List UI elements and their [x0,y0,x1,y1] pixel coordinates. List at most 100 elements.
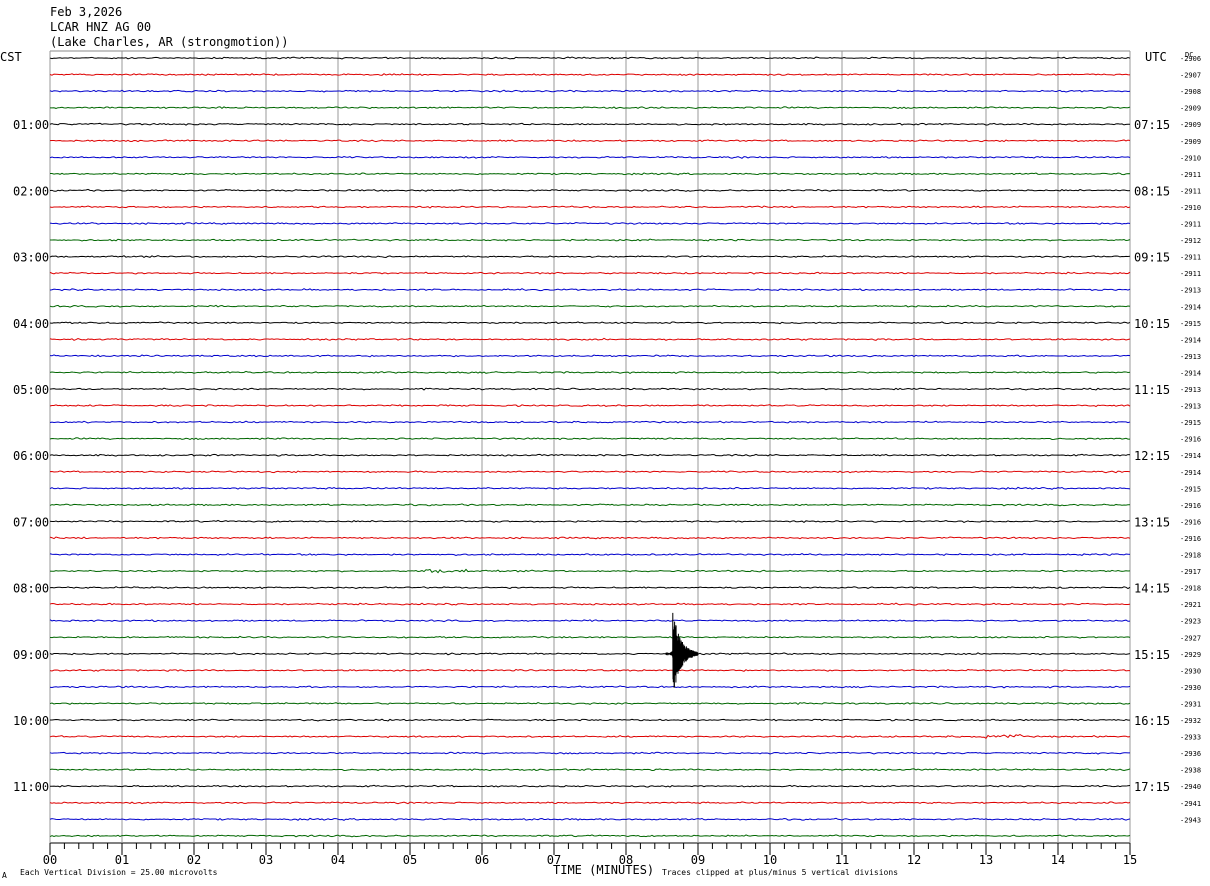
dc-value-32: -2918 [1180,585,1201,593]
trace-row-21 [49,404,1131,408]
utc-label-16:15: 16:15 [1134,714,1170,728]
trace-row-38 [49,685,1131,689]
dc-value-46: -2943 [1180,816,1201,824]
location-label: (Lake Charles, AR (strongmotion)) [50,35,288,49]
seismic-traces [49,56,1131,838]
dc-value-6: -2910 [1180,154,1201,162]
utc-axis-label: UTC [1145,50,1167,64]
x-tick-label-14: 14 [1051,853,1065,867]
cst-hour-labels: 01:00 02:00 03:00 04:00 05:00 06:00 07:00 08:00… [13,118,49,794]
trace-row-3 [49,106,1131,110]
utc-label-11:15: 11:15 [1134,383,1170,397]
x-tick-label-03: 03 [259,853,273,867]
dc-value-45: -2941 [1180,800,1201,808]
cst-label-10:00: 10:00 [13,714,49,728]
dc-value-22: -2915 [1180,419,1201,427]
trace-row-45 [49,801,1131,805]
x-tick-label-08: 08 [619,853,633,867]
trace-row-24 [49,453,1131,457]
cst-label-11:00: 11:00 [13,780,49,794]
dc-value-4: -2909 [1180,121,1201,129]
dc-value-30: -2918 [1180,552,1201,560]
dc-value-8: -2911 [1180,187,1201,195]
cst-label-04:00: 04:00 [13,317,49,331]
trace-row-26 [49,486,1131,490]
date-label: Feb 3,2026 [50,5,122,19]
dc-value-25: -2914 [1180,469,1201,477]
x-axis: 00 01 02 03 04 05 06 07 08 09 10 11 12 13 14 15 [43,843,1137,867]
trace-row-14 [49,288,1131,292]
dc-value-24: -2914 [1180,452,1201,460]
dc-value-38: -2930 [1180,684,1201,692]
dc-value-21: -2913 [1180,403,1201,411]
utc-label-15:15: 15:15 [1134,648,1170,662]
dc-value-27: -2916 [1180,502,1201,510]
trace-row-19 [49,370,1131,375]
minute-grid [49,50,1131,844]
trace-row-20 [49,387,1131,391]
x-tick-label-12: 12 [907,853,921,867]
x-tick-label-09: 09 [691,853,705,867]
dc-value-44: -2940 [1180,783,1201,791]
trace-row-12 [49,255,1131,259]
footer-vertical-division: Each Vertical Division = 25.00 microvolt… [20,868,218,877]
trace-row-1 [49,73,1131,77]
station-label: LCAR HNZ AG 00 [50,20,151,34]
trace-row-5 [49,139,1131,143]
trace-row-4 [49,122,1131,126]
trace-row-43 [49,768,1131,772]
x-tick-label-05: 05 [403,853,417,867]
dc-value-42: -2936 [1180,750,1201,758]
trace-row-36 [49,652,1131,656]
dc-value-7: -2911 [1180,171,1201,179]
dc-value-31: -2917 [1180,568,1201,576]
cst-label-09:00: 09:00 [13,648,49,662]
x-axis-title: TIME (MINUTES) [553,863,654,877]
dc-value-17: -2914 [1180,336,1201,344]
trace-row-9 [49,205,1131,209]
trace-row-40 [49,718,1131,722]
dc-value-13: -2911 [1180,270,1201,278]
trace-row-28 [49,519,1131,524]
dc-value-43: -2938 [1180,767,1201,775]
trace-row-44 [49,784,1131,788]
dc-value-35: -2927 [1180,634,1201,642]
dc-value-1: -2907 [1180,72,1201,80]
x-tick-label-04: 04 [331,853,345,867]
trace-row-46 [49,817,1131,821]
trace-row-33 [49,602,1131,606]
trace-row-10 [49,221,1131,225]
cst-label-02:00: 02:00 [13,184,49,198]
utc-label-12:15: 12:15 [1134,449,1170,463]
dc-value-20: -2913 [1180,386,1201,394]
dc-value-40: -2932 [1180,717,1201,725]
dc-value-16: -2915 [1180,320,1201,328]
trace-row-32 [49,586,1131,590]
trace-row-47 [49,834,1131,838]
utc-label-13:15: 13:15 [1134,515,1170,529]
trace-row-11 [49,238,1131,242]
cst-label-06:00: 06:00 [13,449,49,463]
x-tick-label-06: 06 [475,853,489,867]
trace-row-30 [49,552,1131,556]
cst-axis-label: CST [0,50,22,64]
dc-value-18: -2913 [1180,353,1201,361]
trace-row-0 [49,56,1131,60]
x-tick-label-00: 00 [43,853,57,867]
cst-label-07:00: 07:00 [13,515,49,529]
x-tick-label-02: 02 [187,853,201,867]
trace-row-17 [49,337,1131,341]
trace-row-6 [49,155,1131,159]
trace-row-22 [49,420,1131,424]
dc-value-26: -2915 [1180,485,1201,493]
dc-offset-labels: -2906 -2907 -2908 -2909 -2909 -2909 -2910 -2911… [1180,55,1201,824]
dc-value-14: -2913 [1180,287,1201,295]
x-tick-label-10: 10 [763,853,777,867]
trace-row-27 [49,503,1131,507]
utc-label-08:15: 08:15 [1134,184,1170,198]
dc-value-3: -2909 [1180,105,1201,113]
utc-label-17:15: 17:15 [1134,780,1170,794]
dc-value-5: -2909 [1180,138,1201,146]
trace-row-2 [49,89,1131,93]
